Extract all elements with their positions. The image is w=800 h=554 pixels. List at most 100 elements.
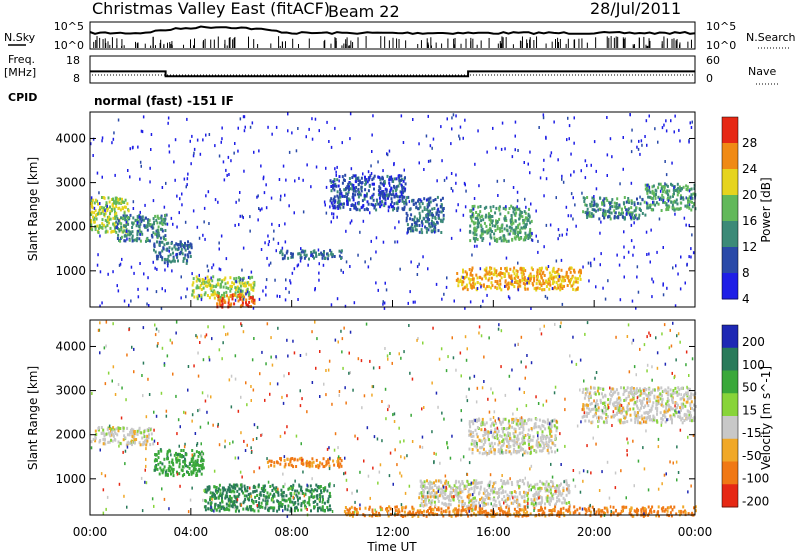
power-cell: [118, 221, 121, 225]
power-noise-cell: [661, 126, 664, 130]
velocity-cell: [258, 493, 261, 497]
power-cell: [603, 197, 606, 201]
velocity-cell: [471, 504, 474, 508]
velocity-cell: [270, 506, 272, 510]
power-cell: [615, 202, 618, 206]
power-noise-cell: [398, 220, 400, 224]
date-title: 28/Jul/2011: [590, 0, 681, 18]
velocity-cell: [540, 439, 543, 443]
power-cell: [469, 215, 472, 219]
power-cell: [165, 213, 168, 217]
power-noise-cell: [166, 222, 169, 226]
velocity-cell: [94, 436, 97, 440]
velocity-cell: [333, 463, 336, 467]
power-cell: [648, 195, 651, 199]
power-cell: [572, 287, 575, 291]
power-cell: [229, 284, 232, 288]
velocity-cell: [428, 499, 431, 503]
velocity-cell: [463, 487, 466, 491]
power-cell: [185, 261, 188, 265]
velocity-cell: [211, 508, 214, 512]
power-cell: [671, 203, 674, 207]
power-noise-cell: [654, 127, 656, 131]
power-cell: [533, 287, 536, 291]
velocity-cell: [298, 496, 301, 500]
power-cell: [505, 269, 508, 273]
power-cell: [665, 202, 668, 206]
power-cell: [673, 208, 676, 212]
power-cell: [125, 214, 128, 218]
power-cell: [493, 270, 496, 274]
power-cell: [562, 279, 565, 283]
velocity-cell: [556, 484, 558, 488]
velocity-cell: [158, 472, 161, 476]
power-cell: [124, 205, 127, 209]
power-noise-cell: [230, 159, 232, 163]
power-noise-cell: [412, 300, 415, 304]
velocity-cell: [211, 494, 214, 498]
velocity-cell: [195, 450, 198, 454]
velocity-cell: [505, 437, 508, 441]
power-cell: [605, 196, 608, 200]
power-cell: [418, 224, 421, 227]
power-noise-cell: [164, 268, 166, 272]
power-noise-cell: [508, 296, 511, 300]
velocity-cell: [550, 434, 553, 438]
velocity-cell: [241, 489, 243, 493]
power-cell: [442, 207, 445, 210]
power-noise-cell: [186, 177, 189, 181]
velocity-cell: [290, 494, 293, 498]
power-cell: [593, 202, 596, 206]
power-cell: [115, 220, 118, 224]
power-cell: [577, 277, 579, 281]
velocity-cell: [512, 502, 515, 505]
velocity-cell: [518, 450, 520, 454]
velocity-cell: [279, 462, 282, 466]
power-noise-cell: [383, 192, 386, 196]
power-noise-cell: [183, 177, 186, 181]
power-noise-cell: [584, 159, 587, 163]
power-cell: [489, 205, 492, 209]
velocity-cell: [193, 466, 196, 470]
power-noise-cell: [101, 139, 103, 143]
power-cell: [471, 285, 474, 288]
power-cell: [94, 228, 97, 231]
velocity-cell: [201, 457, 203, 461]
power-cell: [193, 295, 196, 299]
power-cell: [90, 199, 93, 202]
power-cell: [520, 226, 523, 230]
power-cell: [524, 216, 527, 220]
power-cell: [462, 287, 465, 291]
power-cell: [416, 217, 419, 221]
power-noise-cell: [572, 217, 574, 221]
power-cell: [191, 293, 194, 297]
power-cell: [346, 192, 349, 196]
power-cell: [191, 283, 194, 287]
power-cell: [681, 187, 683, 191]
power-cell: [524, 234, 527, 238]
power-cell: [152, 217, 155, 221]
velocity-cell: [428, 480, 431, 484]
power-noise-cell: [242, 216, 244, 220]
power-cell: [415, 205, 418, 209]
power-cell: [300, 250, 303, 254]
power-noise-cell: [238, 198, 240, 202]
power-cell: [611, 205, 614, 209]
power-noise-cell: [311, 117, 313, 121]
velocity-cell: [516, 434, 519, 438]
velocity-cell: [248, 498, 250, 502]
power-cell: [367, 202, 370, 206]
power-cell: [406, 213, 409, 217]
power-cell: [292, 252, 294, 256]
power-cell: [571, 276, 574, 280]
power-cell: [391, 177, 394, 181]
velocity-cell: [206, 488, 209, 492]
power-noise-cell: [287, 112, 289, 116]
power-cell: [679, 201, 682, 205]
power-noise-cell: [595, 187, 598, 191]
velocity-cell: [291, 457, 294, 460]
power-cell: [100, 206, 103, 209]
velocity-cell: [315, 483, 318, 487]
velocity-cell: [259, 491, 262, 495]
power-cell: [90, 203, 93, 207]
